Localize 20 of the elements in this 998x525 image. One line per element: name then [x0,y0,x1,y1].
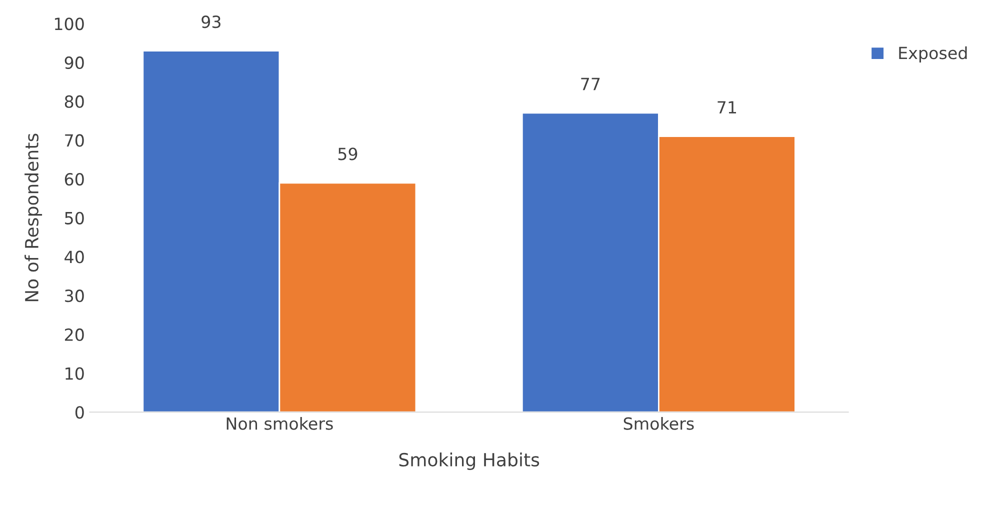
data-label: 71 [718,101,736,114]
y-tick-label: 30 [65,290,84,302]
y-tick-label: 0 [75,406,84,419]
y-tick-label: 10 [66,367,84,380]
legend-label: Exposed [899,46,967,63]
data-label: 77 [581,78,600,90]
y-tick-label: 80 [64,95,84,108]
x-tick-label: Smokers [624,416,694,430]
data-label: 59 [338,148,358,160]
y-tick-label: 90 [64,56,84,70]
y-tick-label: 60 [64,172,84,186]
data-label: 93 [202,16,220,28]
y-tick-label: 50 [65,212,84,224]
y-tick-label: 70 [65,134,84,147]
x-tick-label: Non smokers [226,416,333,430]
y-axis-title: No of Respondents [24,134,42,302]
y-tick-label: 20 [64,328,84,341]
x-axis-title: Smoking Habits [399,452,540,470]
y-tick-label: 100 [54,18,84,30]
y-tick-label: 40 [64,250,84,264]
